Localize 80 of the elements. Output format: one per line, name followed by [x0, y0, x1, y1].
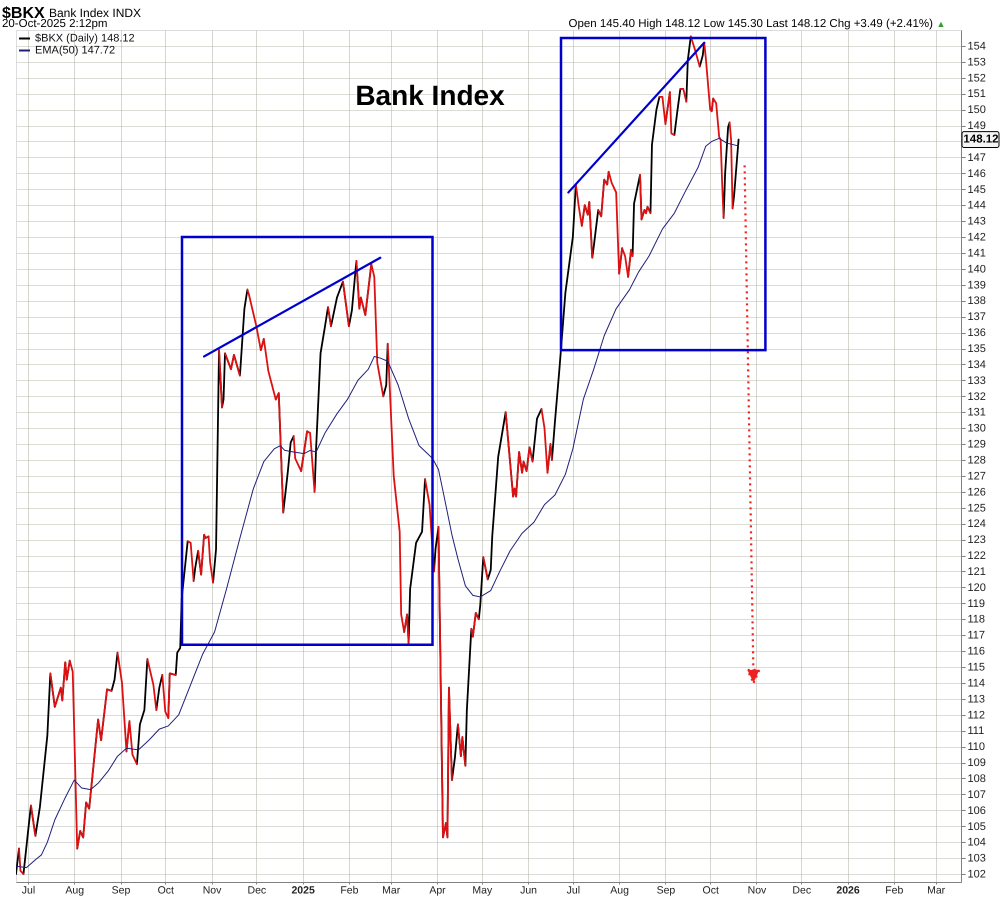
x-tick-label: Feb: [340, 884, 359, 896]
x-tick-label: Apr: [429, 884, 446, 896]
y-tick-label: 119: [968, 598, 986, 610]
y-tick-label: 135: [968, 343, 986, 356]
x-tick-label: Aug: [65, 884, 84, 896]
chart-subtitle: Bank Index INDX: [49, 6, 142, 20]
x-tick-label: Feb: [885, 884, 904, 896]
y-tick-label: 103: [968, 852, 986, 865]
x-tick-label: Jul: [22, 884, 36, 896]
y-tick-label: 122: [968, 550, 986, 562]
y-tick-label: 137: [968, 311, 986, 324]
x-tick-label: May: [472, 884, 493, 896]
x-tick-label: Nov: [748, 884, 768, 896]
y-tick-label: 126: [968, 486, 986, 498]
y-tick-label: 144: [968, 200, 986, 212]
y-tick-label: 136: [968, 327, 986, 340]
y-tick-label: 120: [968, 582, 986, 594]
text: ▲: [936, 19, 946, 29]
x-tick-label: Dec: [248, 884, 266, 896]
x-tick-label: Oct: [702, 884, 719, 896]
y-tick-label: 145: [968, 184, 986, 196]
x-tick-label: 2026: [836, 884, 860, 896]
y-tick-label: 124: [968, 518, 986, 530]
annotation: Bank Index: [355, 80, 506, 111]
y-tick-label: 118: [968, 614, 986, 626]
y-tick-label: 132: [968, 390, 986, 403]
annotation: 148.12: [963, 134, 999, 146]
y-tick-label: 102: [968, 868, 986, 881]
y-tick-label: 125: [968, 502, 986, 514]
y-tick-label: 131: [968, 406, 986, 419]
y-tick-label: 129: [968, 438, 986, 451]
y-tick-label: 128: [968, 454, 986, 466]
y-tick-label: 106: [968, 804, 986, 817]
x-tick-label: 2025: [291, 884, 315, 896]
y-tick-label: 107: [968, 788, 986, 801]
y-tick-label: 152: [968, 72, 986, 84]
x-tick-label: Mar: [927, 884, 946, 896]
x-tick-label: Dec: [792, 884, 812, 896]
y-tick-label: 146: [968, 168, 986, 180]
y-tick-label: 143: [968, 216, 986, 228]
x-tick-label: Oct: [158, 884, 174, 896]
x-tick-label: Aug: [610, 884, 630, 896]
y-tick-label: 130: [968, 422, 986, 435]
y-tick-label: 109: [968, 757, 986, 770]
y-tick-label: 116: [968, 646, 986, 658]
x-tick-label: Mar: [382, 884, 401, 896]
x-tick-label: Nov: [202, 884, 222, 896]
y-tick-label: 123: [968, 534, 986, 546]
y-tick-label: 140: [968, 263, 986, 276]
y-tick-label: 141: [968, 247, 986, 260]
text: Open 145.40 High 148.12 Low 145.30 Last 148.12 Chg +3.49 (+2.41%): [568, 18, 934, 30]
x-tick-label: Jul: [566, 884, 580, 896]
y-tick-label: 154: [968, 40, 986, 52]
legend-label: EMA(50) 147.72: [35, 44, 116, 56]
y-tick-label: 127: [968, 470, 986, 482]
x-tick-label: Sep: [112, 884, 130, 896]
y-tick-label: 108: [968, 772, 986, 785]
y-tick-label: 134: [968, 358, 986, 371]
x-tick-label: Jun: [520, 884, 538, 896]
y-tick-label: 151: [968, 88, 986, 100]
y-tick-label: 121: [968, 566, 986, 578]
y-tick-label: 115: [968, 662, 986, 674]
y-tick-label: 117: [968, 630, 986, 642]
y-tick-label: 112: [968, 709, 986, 722]
y-tick-label: 110: [968, 741, 986, 754]
y-tick-label: 138: [968, 295, 986, 308]
legend-label: $BKX (Daily) 148.12: [35, 32, 135, 44]
y-tick-label: 149: [968, 120, 986, 132]
y-tick-label: 105: [968, 820, 986, 833]
y-tick-label: 114: [968, 677, 986, 690]
y-tick-label: 113: [968, 693, 986, 706]
y-tick-label: 147: [968, 152, 986, 164]
y-tick-label: 150: [968, 104, 986, 116]
y-tick-label: 142: [968, 232, 986, 244]
y-tick-label: 139: [968, 279, 986, 292]
y-tick-label: 111: [968, 725, 984, 738]
y-tick-label: 104: [968, 836, 986, 849]
y-tick-label: 153: [968, 56, 986, 68]
y-tick-label: 133: [968, 374, 986, 387]
x-tick-label: Sep: [656, 884, 676, 896]
